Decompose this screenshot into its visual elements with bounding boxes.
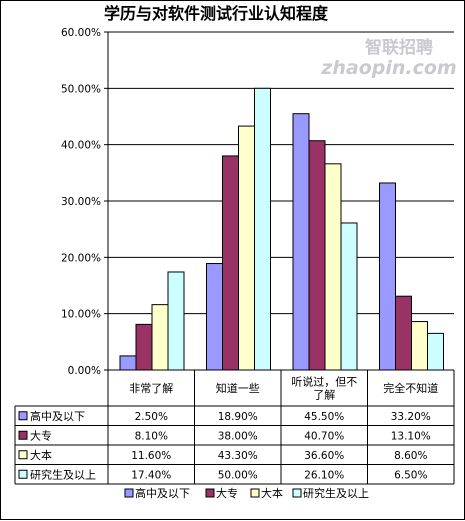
category-label: 听说过，但不	[291, 375, 357, 389]
bar-3-1	[151, 304, 169, 371]
data-label: 2.50%	[135, 411, 168, 423]
table-row-label: 高中及以下	[30, 409, 85, 423]
data-label: 40.70%	[304, 430, 344, 442]
bar-2-1	[135, 323, 153, 371]
bar-2-2	[222, 155, 239, 371]
bar-4-1	[167, 271, 185, 371]
data-label: 36.60%	[304, 450, 344, 462]
category-label: 知道一些	[216, 381, 260, 395]
bar-4-2	[254, 87, 271, 371]
legend-key	[124, 488, 134, 498]
bar-1-3	[292, 113, 310, 371]
data-label: 18.90%	[218, 411, 258, 423]
data-label: 8.10%	[135, 430, 168, 442]
data-label: 38.00%	[218, 430, 258, 442]
watermark-brand-en: zhaopin.com	[320, 57, 456, 79]
watermark-brand-cn: 智联招聘	[365, 37, 433, 58]
y-tick-label: 40.00%	[61, 140, 101, 152]
data-label: 50.00%	[218, 469, 258, 481]
y-tick-label: 50.00%	[61, 83, 101, 95]
data-label: 17.40%	[131, 469, 171, 481]
table-row-label: 研究生及以上	[30, 467, 96, 481]
table-legend-key	[18, 411, 28, 421]
data-label: 11.60%	[131, 450, 171, 462]
table-legend-key	[18, 450, 28, 460]
table-legend-key	[18, 430, 28, 440]
bar-4-3	[340, 222, 358, 371]
y-tick-label: 20.00%	[61, 252, 101, 264]
bar-4-4	[427, 332, 444, 371]
bar-2-4	[395, 295, 412, 371]
category-label: 了解	[313, 388, 335, 402]
table-legend-key	[18, 469, 28, 479]
legend-label: 大本	[261, 486, 283, 500]
bar-3-4	[411, 321, 428, 371]
bar-1-2	[206, 263, 223, 371]
y-tick-label: 0.00%	[68, 365, 101, 377]
data-label: 6.50%	[394, 469, 427, 481]
chart-title: 学历与对软件测试行业认知程度	[104, 4, 329, 23]
category-label: 非常了解	[129, 381, 173, 395]
table-row-label: 大专	[30, 428, 52, 442]
bar-3-2	[238, 125, 255, 371]
legend-label: 研究生及以上	[303, 486, 369, 500]
y-tick-label: 10.00%	[61, 309, 101, 321]
data-label: 33.20%	[391, 411, 431, 423]
legend-key	[250, 488, 260, 498]
legend-key	[292, 488, 302, 498]
legend-label: 大专	[216, 486, 238, 500]
legend-label: 高中及以下	[135, 486, 190, 500]
data-label: 8.60%	[394, 450, 427, 462]
data-label: 13.10%	[391, 430, 431, 442]
y-tick-label: 60.00%	[61, 27, 101, 39]
data-label: 45.50%	[304, 411, 344, 423]
y-tick-label: 30.00%	[61, 196, 101, 208]
legend-key	[205, 488, 215, 498]
bar-3-3	[324, 163, 342, 371]
data-label: 43.30%	[218, 450, 258, 462]
table-row-label: 大本	[30, 448, 52, 462]
data-label: 26.10%	[304, 469, 344, 481]
bar-1-1	[119, 355, 137, 371]
bar-2-3	[308, 140, 326, 371]
category-label: 完全不知道	[383, 381, 438, 395]
bar-1-4	[379, 182, 396, 371]
